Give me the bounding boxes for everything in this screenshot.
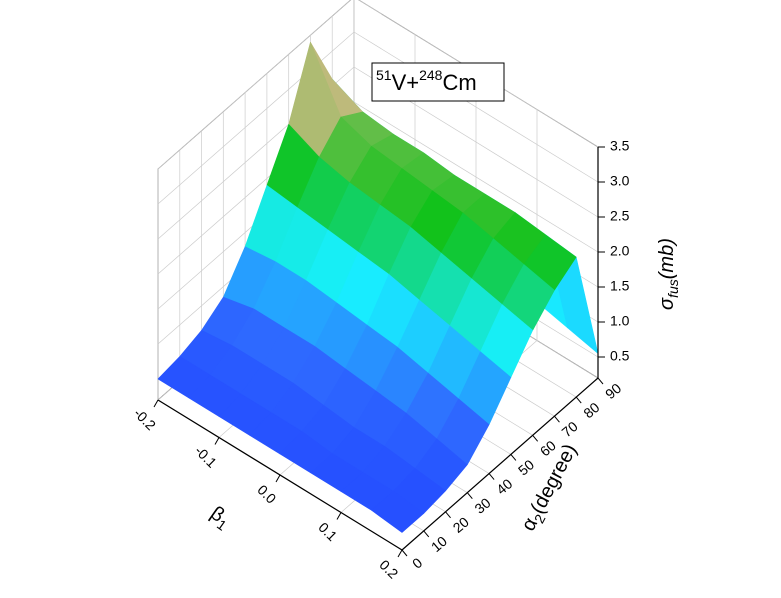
y-tick-label: 20 (450, 514, 472, 536)
z-tick-label: 2.5 (610, 208, 630, 224)
z-tick-label: 0.5 (610, 348, 630, 364)
x-tick (214, 437, 220, 445)
z-tick-label: 3.5 (610, 138, 630, 154)
z-tick-label: 2.0 (610, 243, 630, 259)
x-tick-label: 0.1 (315, 519, 340, 544)
surface-patch (371, 490, 425, 533)
x-tick (153, 399, 159, 408)
y-tick (401, 549, 408, 557)
z-grid-line (157, 0, 599, 170)
y-tick-label: 10 (428, 533, 450, 555)
y-tick (510, 454, 517, 461)
x-tick-label: -0.1 (192, 442, 221, 471)
y-axis-line (401, 377, 599, 551)
x-tick-label: 0.2 (376, 557, 401, 582)
x-tick (397, 549, 403, 558)
x-tick (275, 474, 281, 483)
y-tick-label: 50 (515, 456, 537, 478)
y-tick (488, 473, 495, 480)
y-tick (445, 511, 451, 519)
x-tick-label: 0.0 (254, 482, 279, 507)
y-tick-label: 40 (493, 475, 515, 497)
y-tick-label: 0 (409, 554, 425, 571)
y-tick-label: 70 (559, 418, 581, 440)
x-tick-label: -0.2 (131, 405, 160, 434)
x-tick (336, 512, 342, 520)
x-axis-title: β1 (205, 502, 235, 533)
z-axis-title: σfus(mb) (656, 238, 680, 310)
surface (157, 41, 599, 533)
y-tick (554, 415, 560, 423)
z-tick-label: 3.0 (610, 173, 630, 189)
title-box (371, 62, 505, 102)
y-tick (532, 435, 539, 442)
chart-title: 51V+248Cm (376, 67, 477, 95)
y-tick (597, 377, 604, 385)
y-tick (466, 492, 473, 499)
z-tick-label: 1.0 (610, 313, 630, 329)
z-tick-label: 1.5 (610, 278, 630, 294)
y-tick (575, 396, 582, 404)
y-tick-label: 90 (602, 380, 624, 402)
y-tick-label: 80 (580, 399, 602, 421)
y-tick (423, 530, 430, 538)
y-tick-label: 30 (471, 494, 493, 516)
